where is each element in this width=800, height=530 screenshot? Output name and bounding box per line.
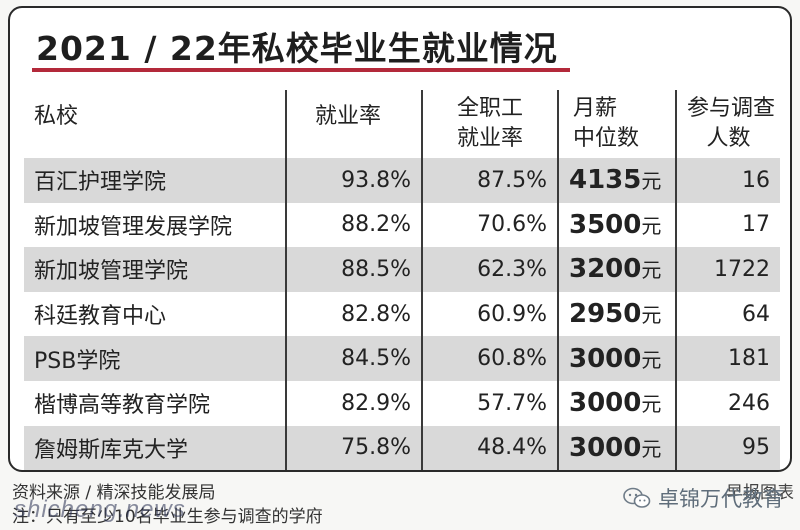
table-row: 新加坡管理学院 88.5% 62.3% 3200元 1722 [24, 247, 780, 292]
employment-rate-cell: 84.5% [286, 336, 423, 381]
respondents-cell: 181 [676, 336, 780, 381]
respondents-cell: 64 [676, 291, 780, 337]
median-salary-cell: 3000元 [558, 380, 677, 426]
salary-amount: 3000 [569, 343, 642, 374]
employment-rate-cell: 82.8% [286, 291, 423, 337]
salary-unit: 元 [641, 347, 662, 372]
respondents-cell: 95 [676, 425, 780, 470]
table-row: 科廷教育中心 82.8% 60.9% 2950元 64 [24, 291, 780, 337]
school-cell: 新加坡管理学院 [24, 247, 287, 292]
median-salary-cell: 3500元 [558, 202, 677, 248]
employment-rate-cell: 88.2% [286, 202, 423, 248]
footnote: 注：只有至少10名毕业生参与调查的学府 [12, 507, 323, 527]
salary-amount: 3000 [569, 388, 642, 419]
fulltime-rate-cell: 57.7% [422, 380, 559, 426]
fulltime-rate-cell: 87.5% [422, 158, 559, 203]
table-row: 詹姆斯库克大学 75.8% 48.4% 3000元 95 [24, 425, 780, 470]
brand-watermark: 卓锦万代教育 [622, 483, 784, 513]
median-salary-cell: 3200元 [558, 247, 677, 292]
salary-unit: 元 [641, 436, 662, 461]
employment-rate-cell: 93.8% [286, 158, 423, 203]
respondents-cell: 17 [676, 202, 780, 248]
salary-unit: 元 [641, 169, 662, 194]
school-cell: 詹姆斯库克大学 [24, 425, 287, 470]
header-median-salary: 月薪 中位数 [558, 90, 677, 158]
median-salary-cell: 4135元 [558, 158, 677, 203]
table-row: 新加坡管理发展学院 88.2% 70.6% 3500元 17 [24, 202, 780, 248]
header-school: 私校 [24, 90, 287, 158]
salary-amount: 2950 [569, 299, 642, 330]
respondents-cell: 246 [676, 380, 780, 426]
page-title: 2021 / 22年私校毕业生就业情况 [36, 29, 558, 68]
header-fulltime-rate: 全职工 就业率 [422, 90, 559, 158]
median-salary-cell: 3000元 [558, 336, 677, 381]
table-row: 楷博高等教育学院 82.9% 57.7% 3000元 246 [24, 380, 780, 426]
infographic-card: 2021 / 22年私校毕业生就业情况 私校 就业率 全职工 就业率 [8, 6, 792, 472]
employment-table: 私校 就业率 全职工 就业率 月薪 中位数 参与调查 人数 百汇护 [24, 90, 780, 470]
source-note: 资料来源 / 精深技能发展局 [12, 483, 216, 503]
median-salary-cell: 3000元 [558, 425, 677, 470]
salary-unit: 元 [641, 213, 662, 238]
table-row: 百汇护理学院 93.8% 87.5% 4135元 16 [24, 158, 780, 203]
respondents-cell: 1722 [676, 247, 780, 292]
table-row: PSB学院 84.5% 60.8% 3000元 181 [24, 336, 780, 381]
brand-watermark-text: 卓锦万代教育 [658, 487, 784, 511]
salary-amount: 3200 [569, 254, 642, 285]
fulltime-rate-cell: 60.8% [422, 336, 559, 381]
school-cell: 楷博高等教育学院 [24, 380, 287, 426]
fulltime-rate-cell: 62.3% [422, 247, 559, 292]
wechat-icon [623, 487, 651, 508]
salary-amount: 4135 [569, 165, 642, 196]
salary-amount: 3000 [569, 432, 642, 463]
school-cell: 新加坡管理发展学院 [24, 202, 287, 248]
salary-unit: 元 [641, 258, 662, 283]
school-cell: 科廷教育中心 [24, 291, 287, 337]
site-watermark: shicheng.news [14, 496, 186, 523]
fulltime-rate-cell: 48.4% [422, 425, 559, 470]
salary-unit: 元 [641, 392, 662, 417]
header-respondents: 参与调查 人数 [687, 96, 776, 151]
school-cell: PSB学院 [24, 336, 287, 381]
median-salary-cell: 2950元 [558, 291, 677, 337]
salary-unit: 元 [641, 303, 662, 328]
school-cell: 百汇护理学院 [24, 158, 287, 203]
fulltime-rate-cell: 70.6% [422, 202, 559, 248]
fulltime-rate-cell: 60.9% [422, 291, 559, 337]
employment-rate-cell: 88.5% [286, 247, 423, 292]
table-header-row: 私校 就业率 全职工 就业率 月薪 中位数 参与调查 人数 [24, 90, 780, 158]
graphic-credit: 早报图表 [726, 483, 794, 503]
employment-rate-cell: 75.8% [286, 425, 423, 470]
respondents-cell: 16 [676, 158, 780, 203]
header-employment-rate: 就业率 [286, 90, 423, 158]
employment-rate-cell: 82.9% [286, 380, 423, 426]
title-underline [32, 68, 570, 72]
salary-amount: 3500 [569, 209, 642, 240]
